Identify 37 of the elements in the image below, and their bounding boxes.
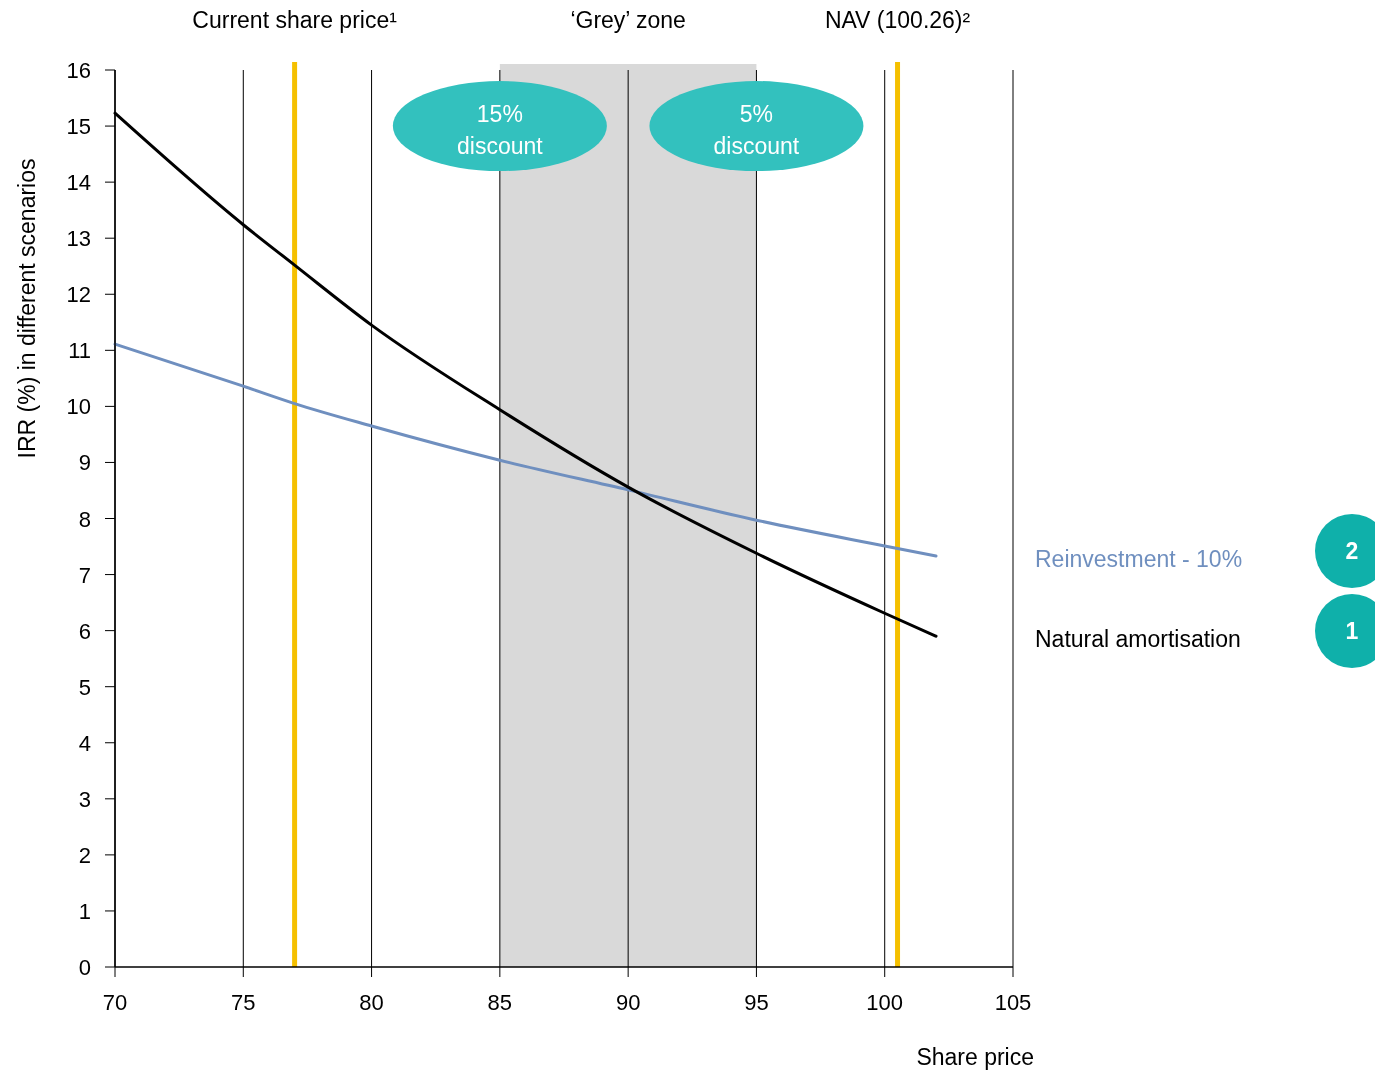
y-tick-label: 2	[78, 842, 91, 868]
y-tick-label: 9	[78, 450, 91, 476]
y-tick-label: 7	[78, 562, 91, 588]
x-tick-label: 75	[231, 990, 256, 1015]
y-tick-label: 0	[78, 955, 91, 980]
x-tick-label: 85	[487, 990, 513, 1015]
y-tick-label: 4	[78, 730, 91, 756]
line-series	[113, 342, 938, 558]
x-tick-label: 70	[102, 990, 128, 1015]
y-tick-label: 5	[78, 674, 91, 700]
y-tick-label: 14	[66, 170, 91, 196]
text: 1	[1345, 618, 1359, 644]
y-tick-label: 16	[66, 58, 91, 83]
y-axis-title: IRR (%) in different scenarios	[14, 158, 40, 459]
x-tick-label: 95	[744, 990, 769, 1015]
y-tick-label: 3	[78, 786, 91, 812]
y-tick-label: 1	[78, 898, 91, 924]
y-tick-label: 10	[66, 394, 91, 420]
band-label: ‘Grey’ zone	[570, 7, 686, 33]
ref-line-label: NAV (100.26)²	[824, 7, 971, 33]
y-tick-label: 6	[78, 618, 91, 644]
y-tick-label: 12	[66, 282, 91, 308]
x-tick-label: 90	[615, 990, 641, 1015]
y-tick-label: 8	[78, 506, 91, 532]
x-tick-label: 105	[994, 990, 1032, 1015]
x-axis-title: Share price	[916, 1044, 1034, 1070]
y-tick-label: 13	[66, 226, 91, 252]
x-tick-label: 80	[359, 990, 384, 1015]
text: 2	[1345, 538, 1359, 564]
annotation: 15% discount	[457, 101, 544, 160]
y-tick-label: 15	[66, 114, 91, 140]
annotation: 5% discount	[713, 101, 800, 160]
text: Reinvestment - 10%	[1035, 546, 1243, 572]
y-tick-label: 11	[68, 338, 91, 364]
ref-line-label: Current share price¹	[192, 7, 398, 33]
x-tick-label: 100	[866, 990, 904, 1015]
text: Natural amortisation	[1035, 626, 1241, 652]
